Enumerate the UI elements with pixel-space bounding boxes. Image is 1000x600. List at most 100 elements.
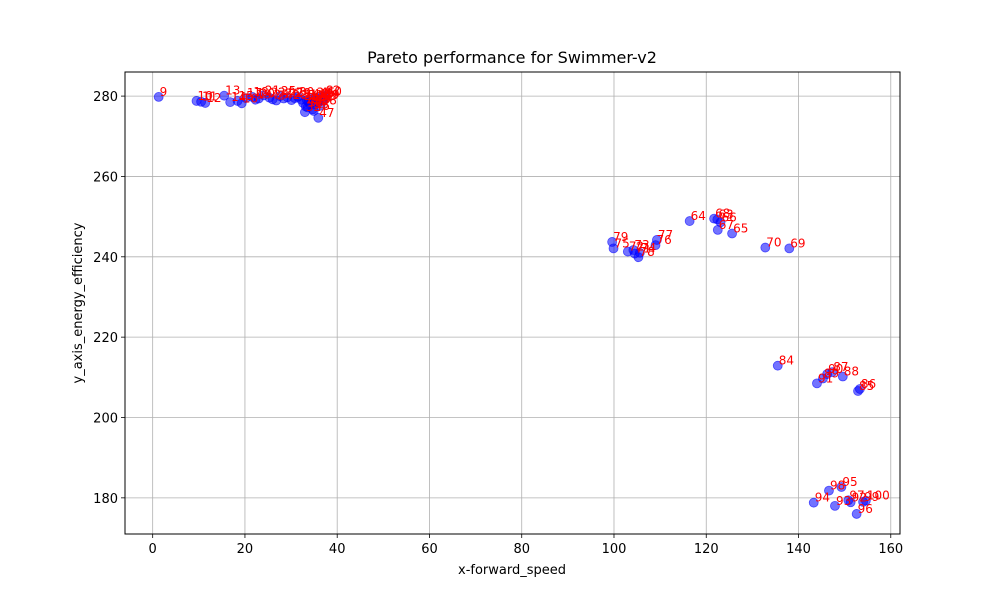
data-point-label: 100 [867,489,890,503]
data-point-label: 63 [718,207,733,221]
data-point-label: 93 [836,494,851,508]
data-point [851,509,862,519]
data-point [709,213,719,224]
data-point [784,243,795,254]
data-point-label: 35 [314,97,329,111]
data-point-label: 47 [319,106,334,120]
data-point-label: 48 [307,95,322,109]
data-point [830,500,840,511]
data-point-label: 44 [304,91,319,105]
x-tick-label: 120 [694,542,719,557]
data-point-label: 12 [206,91,221,105]
data-point [301,95,312,106]
data-point [812,378,822,389]
data-point [200,98,211,108]
data-point [651,235,662,245]
data-point-label: 45 [320,85,335,99]
data-point [153,92,164,102]
plot-frame [124,71,901,535]
data-point-label: 72 [629,240,644,254]
data-point-label: 9 [160,85,168,99]
data-point [219,90,230,101]
data-point-label: 16 [243,91,258,105]
data-point-label: 91 [818,371,833,385]
data-point-label: 25 [281,84,296,98]
y-tick-label: 200 [93,411,118,426]
data-point-label: 31 [302,88,317,102]
data-point-label: 77 [658,228,673,242]
data-point-label: 65 [733,221,748,235]
data-point-label: 23 [274,87,289,101]
data-point [772,360,783,371]
y-tick-label: 220 [93,331,118,346]
chart-title: Pareto performance for Swimmer-v2 [367,48,657,67]
data-point-label: 22 [270,86,285,100]
data-point [854,384,865,394]
data-point [308,106,319,116]
data-point-label: 76 [657,233,672,247]
data-point-label: 37 [319,91,334,105]
data-point-label: 92 [852,490,867,504]
data-point-label: 49 [323,89,338,103]
data-point [843,495,854,506]
data-point-label: 43 [315,93,330,107]
data-point-label: 98 [830,479,845,493]
data-point-label: 87 [833,360,848,374]
data-point-label: 15 [239,89,254,103]
y-tick-label: 240 [93,251,118,266]
data-point-label: 67 [719,218,734,232]
data-point-label: 50 [308,88,323,102]
data-point-label: 28 [293,88,308,102]
data-point-label: 96 [858,502,873,516]
x-tick-label: 160 [878,542,903,557]
x-tick-label: 80 [513,542,530,557]
data-point [712,224,723,235]
data-point-label: 39 [324,87,339,101]
y-axis-ticks: 180 200 220 240 260 280 [93,90,125,507]
data-point-label: 88 [844,365,859,379]
data-point [727,228,737,239]
data-point [684,216,695,226]
data-point-label: 70 [766,236,781,250]
data-point-label: 18 [253,85,268,99]
data-point-label: 74 [641,241,656,255]
data-point-label: 46 [315,99,330,113]
x-axis-ticks: 0 20 40 60 80 100 120 140 160 [149,534,903,557]
data-point [837,371,848,382]
data-point [860,495,871,506]
data-point-label: 24 [277,89,292,103]
data-point-label: 42 [310,90,325,104]
data-point-label: 62 [325,84,340,98]
data-point-label: 89 [824,367,839,381]
data-point-label: 85 [859,379,874,393]
x-tick-label: 100 [602,542,627,557]
data-point-label: 69 [790,236,805,250]
data-point-label: 27 [288,85,303,99]
x-tick-label: 0 [149,542,157,557]
data-point-label: 26 [285,87,300,101]
y-tick-label: 180 [93,492,118,507]
data-point-label: 79 [613,230,628,244]
x-tick-label: 20 [237,542,254,557]
data-point-label: 97 [849,488,864,502]
data-point-label: 19 [257,88,272,102]
y-tick-label: 280 [93,90,118,105]
data-point-label: 21 [265,83,280,97]
data-point-label: 84 [779,354,794,368]
y-axis-label: y_axis_energy_efficiency [71,222,86,383]
data-point-label: 71 [636,242,651,256]
data-point-label: 41 [312,87,327,101]
data-point-label: 94 [815,491,830,505]
data-point-label: 95 [842,475,857,489]
x-axis-label: x-forward_speed [458,563,566,578]
data-point-label: 40 [327,85,342,99]
data-point-label: 73 [634,238,649,252]
data-point [808,497,819,508]
data-point [607,237,618,247]
data-point [313,112,324,123]
data-point-label: 32 [306,100,321,114]
data-point [824,485,834,496]
